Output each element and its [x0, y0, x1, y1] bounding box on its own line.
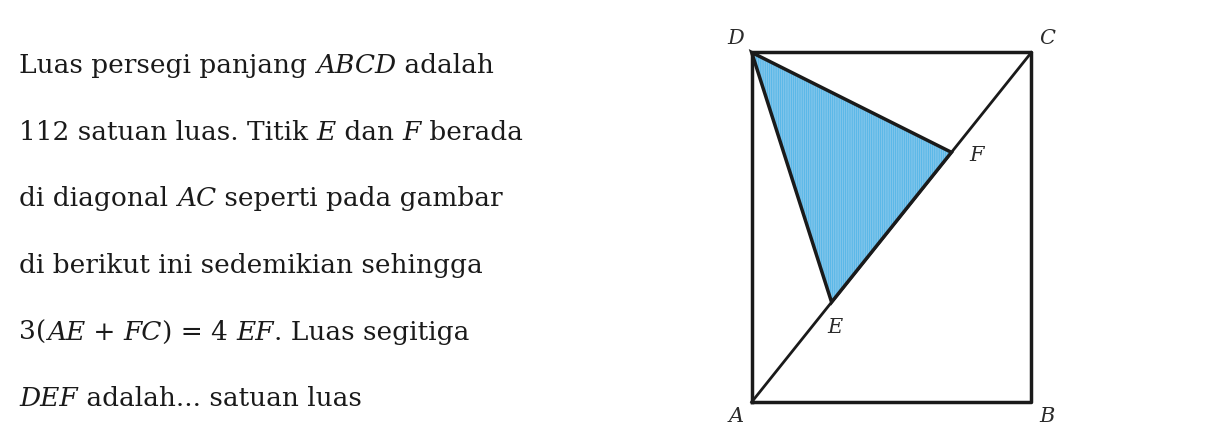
- Text: ) = 4: ) = 4: [162, 320, 236, 345]
- Text: di berikut ini sedemikian sehingga: di berikut ini sedemikian sehingga: [19, 253, 484, 278]
- Text: +: +: [85, 320, 124, 345]
- Text: dan: dan: [336, 120, 402, 145]
- Text: AC: AC: [177, 186, 216, 211]
- Text: E: E: [316, 120, 336, 145]
- Text: B: B: [1039, 407, 1054, 426]
- Text: DEF: DEF: [19, 386, 78, 411]
- Text: adalah... satuan luas: adalah... satuan luas: [78, 386, 361, 411]
- Text: adalah: adalah: [396, 53, 493, 78]
- Text: berada: berada: [421, 120, 522, 145]
- Text: 3(: 3(: [19, 320, 46, 345]
- Text: E: E: [828, 318, 842, 337]
- Text: D: D: [727, 29, 744, 48]
- Text: EF: EF: [236, 320, 274, 345]
- Text: seperti pada gambar: seperti pada gambar: [216, 186, 503, 211]
- Text: F: F: [968, 147, 983, 165]
- Text: Luas persegi panjang: Luas persegi panjang: [19, 53, 315, 78]
- Text: C: C: [1039, 29, 1056, 48]
- Text: AE: AE: [46, 320, 85, 345]
- Text: A: A: [728, 407, 744, 426]
- Polygon shape: [751, 52, 951, 302]
- Text: . Luas segitiga: . Luas segitiga: [274, 320, 469, 345]
- Text: 112 satuan luas. Titik: 112 satuan luas. Titik: [19, 120, 316, 145]
- Text: F: F: [402, 120, 421, 145]
- Text: ABCD: ABCD: [315, 53, 396, 78]
- Text: di diagonal: di diagonal: [19, 186, 177, 211]
- Text: FC: FC: [124, 320, 162, 345]
